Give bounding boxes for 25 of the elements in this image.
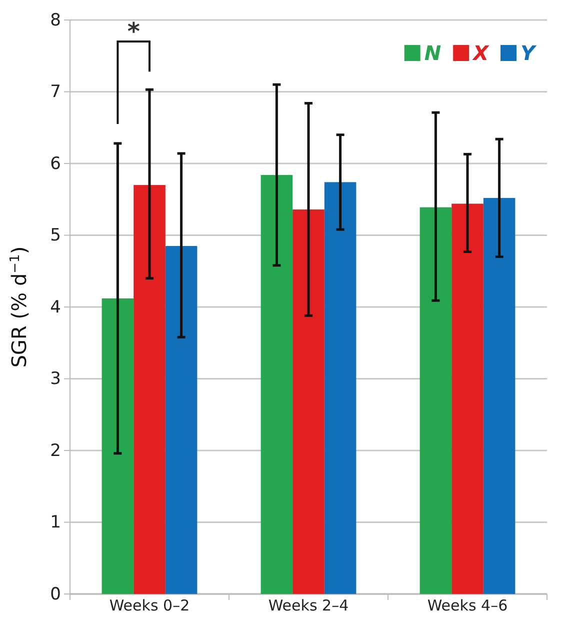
bar [452, 204, 484, 594]
bar [134, 185, 166, 594]
legend-label: X [471, 41, 490, 65]
y-tick-label: 5 [50, 226, 61, 246]
y-tick-label: 2 [50, 440, 61, 461]
annotation: * [127, 18, 140, 46]
legend-label: N [424, 41, 442, 65]
bar [420, 207, 452, 594]
bar [165, 246, 198, 594]
y-tick-label: 1 [50, 512, 61, 533]
x-tick-label: Weeks 4–6 [427, 596, 508, 614]
y-tick-label: 7 [50, 82, 61, 102]
y-tick-label: 3 [50, 369, 61, 390]
y-tick-label: 6 [50, 154, 61, 174]
bar [260, 174, 293, 594]
legend-label: Y [520, 41, 538, 65]
x-tick-label: Weeks 0–2 [109, 596, 190, 614]
bar [292, 209, 324, 594]
bar [324, 182, 356, 594]
y-tick-label: 0 [50, 584, 61, 604]
bar [102, 298, 134, 594]
bar [483, 198, 516, 594]
x-tick-label: Weeks 2–4 [268, 596, 349, 614]
y-tick-label: 8 [50, 10, 61, 30]
y-tick-label: 4 [50, 297, 61, 318]
